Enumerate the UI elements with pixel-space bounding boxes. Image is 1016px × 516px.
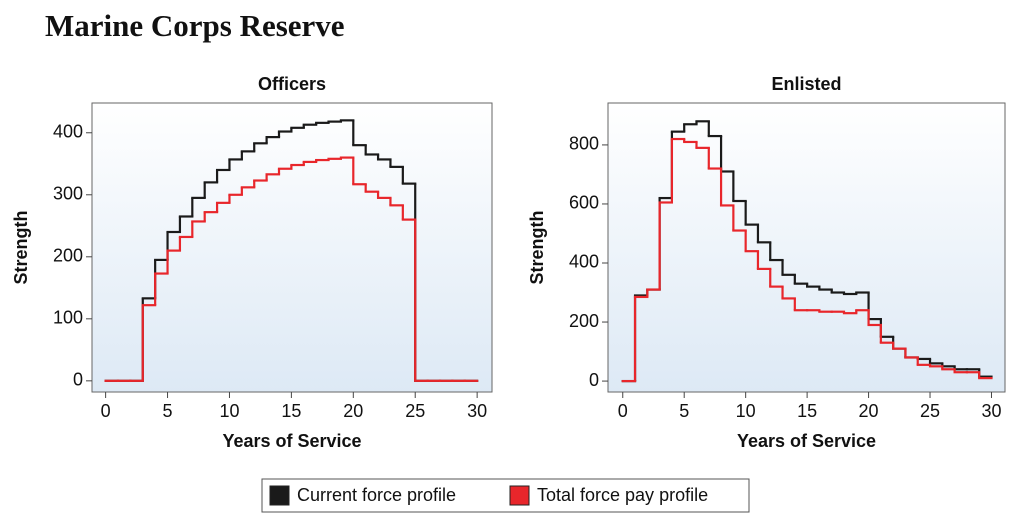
x-tick-label: 10 — [219, 401, 239, 421]
y-tick-label: 600 — [569, 193, 599, 213]
x-tick-label: 15 — [797, 401, 817, 421]
y-tick-label: 400 — [53, 122, 83, 142]
chart-title: Enlisted — [771, 74, 841, 94]
y-tick-label: 100 — [53, 308, 83, 328]
y-tick-label: 300 — [53, 184, 83, 204]
y-tick-label: 400 — [569, 252, 599, 272]
y-tick-label: 0 — [589, 370, 599, 390]
y-axis-label: Strength — [11, 211, 31, 285]
y-tick-label: 200 — [53, 246, 83, 266]
x-tick-label: 25 — [920, 401, 940, 421]
legend-label: Current force profile — [297, 485, 456, 505]
legend-swatch — [269, 485, 290, 506]
y-tick-label: 0 — [73, 370, 83, 390]
x-tick-label: 15 — [281, 401, 301, 421]
x-tick-label: 5 — [679, 401, 689, 421]
x-tick-label: 30 — [981, 401, 1001, 421]
plot-area — [607, 102, 1006, 393]
x-tick-label: 5 — [163, 401, 173, 421]
page-title: Marine Corps Reserve — [45, 8, 345, 43]
x-axis-label: Years of Service — [222, 431, 361, 451]
plot-area — [91, 102, 493, 393]
x-tick-label: 20 — [343, 401, 363, 421]
x-tick-label: 0 — [101, 401, 111, 421]
legend-swatch — [509, 485, 530, 506]
y-axis-label: Strength — [527, 211, 547, 285]
x-axis-label: Years of Service — [737, 431, 876, 451]
x-tick-label: 10 — [736, 401, 756, 421]
x-tick-label: 0 — [618, 401, 628, 421]
x-tick-label: 25 — [405, 401, 425, 421]
x-tick-label: 30 — [467, 401, 487, 421]
y-tick-label: 200 — [569, 311, 599, 331]
y-tick-label: 800 — [569, 134, 599, 154]
x-tick-label: 20 — [859, 401, 879, 421]
legend-label: Total force pay profile — [537, 485, 708, 505]
legend-box — [261, 478, 750, 513]
chart-title: Officers — [258, 74, 326, 94]
